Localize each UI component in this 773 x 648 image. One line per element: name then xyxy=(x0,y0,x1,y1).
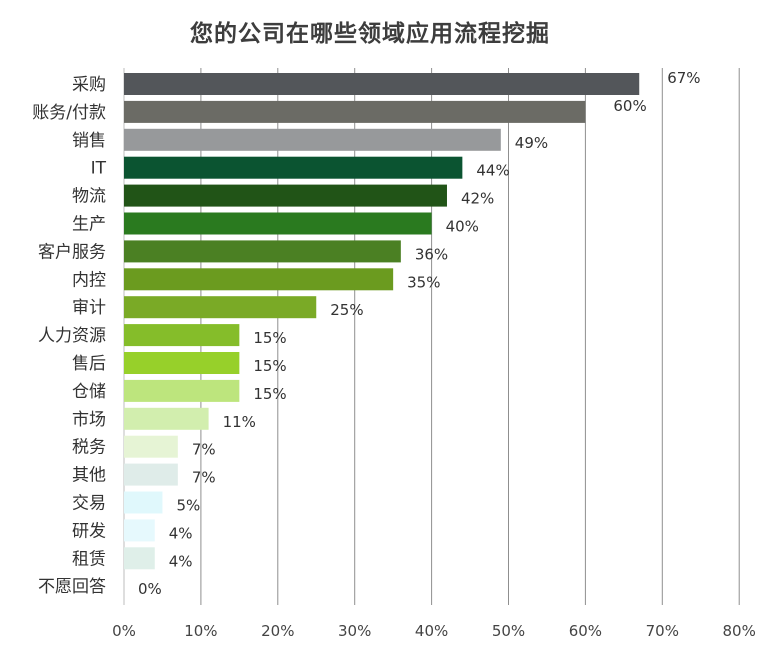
x-tick-label: 60% xyxy=(569,622,602,640)
category-label: 研发 xyxy=(72,521,106,541)
value-label: 35% xyxy=(407,273,440,291)
x-tick-label: 30% xyxy=(338,622,371,640)
category-label: 审计 xyxy=(72,298,106,318)
value-label: 60% xyxy=(613,97,646,115)
value-label: 5% xyxy=(176,497,200,515)
x-tick-label: 80% xyxy=(723,622,756,640)
x-tick-label: 20% xyxy=(261,622,294,640)
bar xyxy=(124,435,178,458)
bar xyxy=(124,73,640,95)
bar xyxy=(124,268,394,291)
value-label: 11% xyxy=(223,413,256,431)
category-label: 售后 xyxy=(72,354,106,374)
value-label: 0% xyxy=(138,580,162,598)
bar xyxy=(124,100,586,123)
category-label: 采购 xyxy=(72,75,106,95)
value-label: 42% xyxy=(461,190,494,208)
x-tick-label: 70% xyxy=(646,622,679,640)
value-label: 15% xyxy=(253,357,286,375)
bar xyxy=(124,324,240,347)
category-label: 仓储 xyxy=(72,382,106,402)
value-label: 67% xyxy=(667,69,700,87)
category-label: 市场 xyxy=(72,410,106,430)
bar xyxy=(124,240,401,263)
chart-title: 您的公司在哪些领域应用流程挖掘 xyxy=(190,21,550,47)
category-label: IT xyxy=(91,159,107,179)
category-label: 不愿回答 xyxy=(38,577,106,597)
bar xyxy=(124,156,463,179)
category-label: 税务 xyxy=(72,438,106,458)
category-label: 内控 xyxy=(72,270,106,290)
bar xyxy=(124,184,447,207)
value-label: 4% xyxy=(169,552,193,570)
category-label: 租赁 xyxy=(72,549,106,569)
category-label: 交易 xyxy=(72,494,106,514)
bar xyxy=(124,352,240,374)
bar xyxy=(124,296,317,319)
x-tick-label: 10% xyxy=(184,622,217,640)
value-label: 40% xyxy=(446,218,479,236)
bar xyxy=(124,519,155,542)
value-label: 4% xyxy=(169,524,193,542)
value-label: 7% xyxy=(192,469,216,487)
value-label: 15% xyxy=(253,385,286,403)
bar xyxy=(124,407,209,430)
bar xyxy=(124,547,155,570)
category-label: 其他 xyxy=(72,466,106,486)
bar xyxy=(124,212,432,235)
value-label: 15% xyxy=(253,329,286,347)
bar xyxy=(124,379,240,402)
category-label: 人力资源 xyxy=(38,326,106,346)
bar xyxy=(124,491,163,514)
category-label: 生产 xyxy=(72,215,106,235)
category-label: 物流 xyxy=(72,187,106,207)
bar xyxy=(124,463,178,486)
value-label: 44% xyxy=(476,162,509,180)
value-label: 25% xyxy=(330,301,363,319)
value-label: 36% xyxy=(415,245,448,263)
x-tick-label: 40% xyxy=(415,622,448,640)
category-label: 客户服务 xyxy=(38,242,106,262)
x-tick-label: 0% xyxy=(112,622,136,640)
x-tick-label: 50% xyxy=(492,622,525,640)
value-label: 7% xyxy=(192,441,216,459)
category-label: 账务/付款 xyxy=(32,103,106,123)
category-label: 销售 xyxy=(72,131,106,151)
value-label: 49% xyxy=(515,134,548,152)
bar xyxy=(124,128,501,151)
